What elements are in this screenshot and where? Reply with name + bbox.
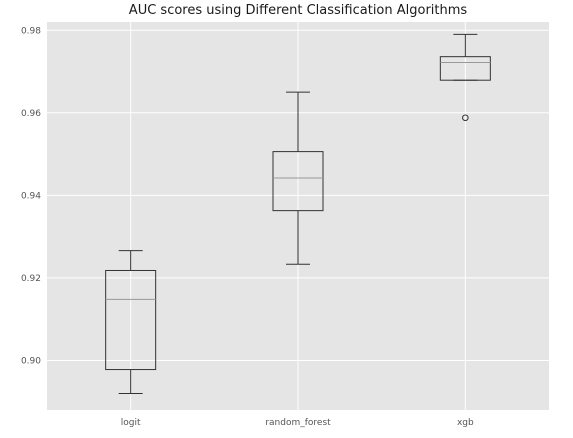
chart-title: AUC scores using Different Classificatio… bbox=[129, 3, 468, 18]
x-tick-label: logit bbox=[121, 418, 141, 428]
box-iqr bbox=[439, 56, 491, 81]
grid bbox=[47, 22, 549, 410]
box-xgb bbox=[439, 33, 491, 122]
box-random-forest bbox=[272, 91, 324, 265]
box-iqr bbox=[272, 151, 324, 212]
y-tick-label: 0.90 bbox=[21, 356, 41, 366]
y-tick-label: 0.94 bbox=[21, 191, 41, 201]
x-tick-label: xgb bbox=[457, 418, 474, 428]
x-axis: logit random_forest xgb bbox=[121, 418, 474, 428]
y-tick-label: 0.96 bbox=[21, 109, 41, 119]
y-tick-label: 0.92 bbox=[21, 274, 41, 284]
outlier-point bbox=[462, 114, 469, 122]
boxes bbox=[105, 33, 491, 394]
y-axis: 0.90 0.92 0.94 0.96 0.98 bbox=[21, 26, 41, 366]
box-iqr bbox=[105, 269, 157, 371]
box-logit bbox=[105, 250, 157, 394]
y-tick-label: 0.98 bbox=[21, 26, 41, 36]
x-tick-label: random_forest bbox=[265, 418, 331, 428]
